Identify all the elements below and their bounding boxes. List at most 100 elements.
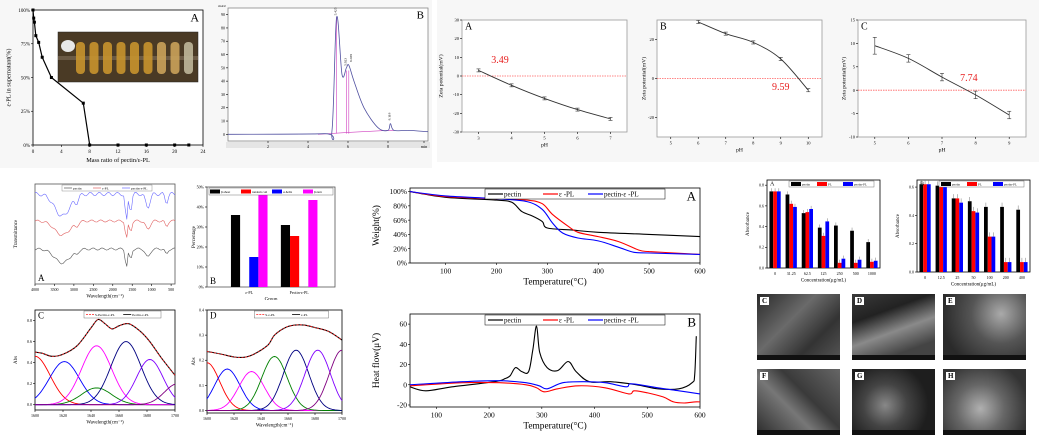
x-tick-label: 8 — [88, 150, 91, 155]
y-tick-label: 30 — [455, 18, 460, 23]
y-tick-label: 40 — [221, 79, 225, 84]
y-tick-label: 0.4 — [27, 360, 32, 365]
x-tick-label: 500 — [643, 267, 655, 276]
dsc-chart: 100 200 300 400 500 600 -20 0 20 40 60 Temperature(… — [371, 313, 706, 432]
test-tube — [157, 42, 166, 74]
data-point — [81, 101, 85, 105]
x-tick-label: 0 — [924, 275, 926, 280]
panel-label: A — [465, 22, 473, 33]
x-tick-label: 4 — [307, 144, 309, 149]
absorbance-bar-chart-b: 0.0 0.2 0.4 0.6 0 12.5 25 50 100 200 400 Concentrat… — [896, 179, 1031, 287]
x-tick-label: min — [421, 144, 427, 149]
y-tick-label: 0 — [853, 88, 856, 93]
plot-frame — [34, 309, 176, 411]
bar — [821, 235, 826, 268]
x-tick-label: 4000 — [31, 287, 39, 292]
plot-frame — [227, 7, 429, 142]
y-tick-label: 0 — [457, 74, 460, 79]
x-axis-label: pH — [541, 143, 548, 149]
y-tick-label: 0.4 — [909, 213, 914, 218]
bar — [308, 200, 318, 287]
absorbance-bar-chart-a: 0.0 0.2 0.4 0.6 0.8 0 31.25 62.5 125 250 500 1000 Co… — [746, 179, 881, 283]
legend-label: pectin-ε-PL — [131, 187, 147, 191]
legend: pectin PL pectin-PL — [788, 180, 875, 188]
x-tick-label: 1640 — [87, 413, 95, 418]
test-tube — [89, 42, 99, 74]
x-axis-label: pH — [736, 148, 743, 154]
panel-label: C — [38, 311, 44, 321]
panel-label: A — [687, 188, 697, 203]
x-tick-label: 5 — [543, 136, 546, 141]
x-tick-label: 25 — [955, 275, 959, 280]
data-point — [144, 143, 148, 147]
x-tick-label: 200 — [1003, 275, 1009, 280]
y-tick-label: 90 — [221, 12, 225, 17]
legend: pectin ε-PL pectin-ε-PL — [61, 184, 153, 192]
x-tick-label: 500 — [642, 411, 654, 420]
legend-box — [254, 310, 329, 319]
bar — [926, 184, 931, 272]
y-tick-label: 0.1 — [199, 383, 204, 388]
bar — [230, 215, 241, 287]
bar — [1007, 262, 1012, 272]
x-tick-label: 2 — [267, 144, 269, 149]
bar — [1020, 262, 1024, 272]
test-tube — [130, 42, 139, 74]
legend-label: β-sheet — [221, 190, 230, 194]
y-tick-label: 10 — [851, 41, 856, 46]
zeta-potential-chart-b: 5 6 7 8 9 10 -20 0 20 pH Zeta potential(mV) 9.59 B — [640, 19, 823, 154]
sem-image: H — [943, 369, 1026, 435]
y-tick-label: -10 — [849, 135, 856, 140]
chromatogram-trace — [227, 16, 429, 141]
x-tick-label: 5 — [670, 141, 673, 146]
legend-label: random coil — [252, 190, 267, 194]
legend-swatch — [993, 182, 1003, 186]
test-tube — [143, 42, 153, 74]
series-line — [409, 380, 701, 395]
x-tick-label: 31.25 — [787, 271, 796, 276]
legend-label: pectin-PL — [1004, 183, 1017, 187]
x-tick-label: 16 — [144, 150, 150, 155]
bar — [1023, 262, 1028, 272]
y-tick-label: 0.2 — [759, 245, 764, 250]
bar — [789, 203, 794, 268]
bar — [873, 260, 878, 268]
panel-label: C — [861, 22, 868, 33]
x-tick-label: 500 — [853, 271, 859, 276]
x-tick-label: 9 — [1008, 141, 1011, 146]
legend-swatch — [272, 189, 282, 194]
bar — [841, 258, 846, 268]
data-point — [40, 55, 44, 59]
fitted-gaussian-peak — [35, 383, 176, 406]
bar — [1016, 209, 1021, 272]
legend-label: ε-PL — [301, 313, 308, 317]
y-tick-label: -30 — [453, 130, 460, 135]
x-tick-label: 400 — [1019, 275, 1025, 280]
x-tick-label: 3 — [477, 136, 480, 141]
spectrum-line — [34, 191, 176, 220]
sem-image-grid: C D E F G H — [750, 290, 1039, 446]
sem-image: G — [852, 369, 935, 435]
data-point — [37, 40, 41, 44]
y-tick-label: 60 — [400, 320, 408, 329]
secondary-structure-bar-chart: 0% 10% 20% 30% 40% 50% ε-PL Pectin-ε-PL Group Per… — [192, 184, 336, 300]
y-tick-label: 20 — [650, 37, 655, 42]
bar — [801, 213, 806, 268]
tga-chart: 100 200 300 400 500 600 0% 20% 40% 60% 80% 100% Temp… — [371, 187, 706, 287]
legend: β-sheet random coil α-helix β-turn — [208, 187, 334, 196]
bar — [817, 227, 822, 268]
legend-label: pectin — [802, 183, 810, 187]
x-tick-label: 100 — [431, 411, 443, 420]
legend-label: ε-PL — [102, 187, 109, 191]
bar — [773, 191, 777, 268]
y-tick-label: 0.0 — [199, 408, 204, 413]
y-tick-label: 15 — [851, 18, 856, 23]
data-point — [187, 143, 191, 147]
legend-swatch — [241, 189, 251, 194]
fitted-sum-line — [34, 319, 176, 376]
legend-label: ε -PL — [559, 317, 574, 325]
x-tick-label: 1700 — [338, 416, 346, 421]
y-axis-label: Zeta potential(mV) — [437, 54, 444, 97]
bar — [971, 211, 976, 272]
x-tick-label: 1600 — [31, 413, 39, 418]
